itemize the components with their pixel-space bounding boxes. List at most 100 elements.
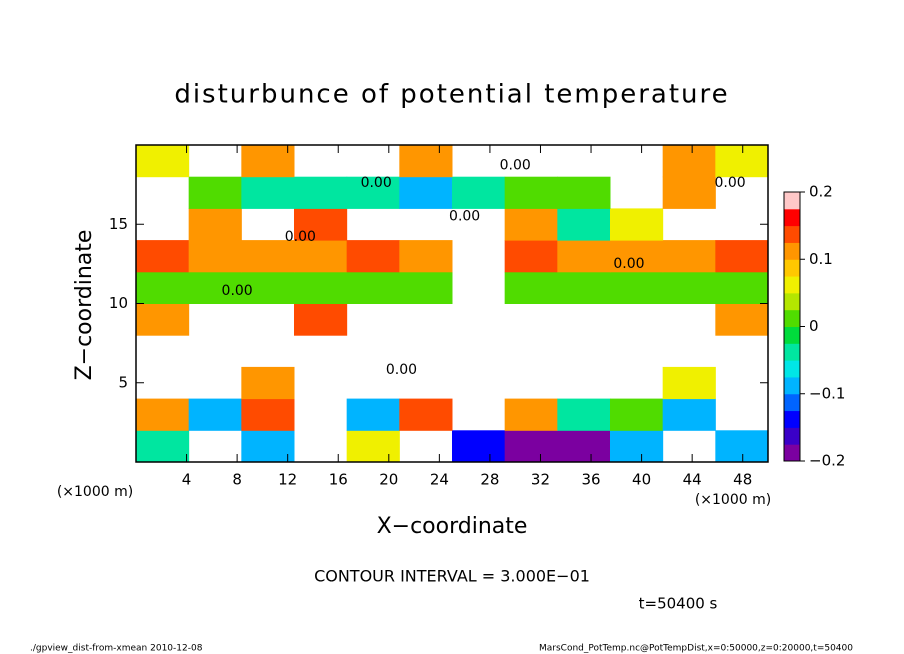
x-axis-label: X−coordinate [377, 514, 528, 539]
heat-cell [557, 208, 611, 241]
heat-cell [452, 430, 506, 463]
heat-cell [662, 398, 716, 431]
colorbar-tick-label: −0.1 [809, 384, 845, 402]
contour-label: 0.00 [449, 208, 480, 224]
contour-label: 0.00 [386, 362, 417, 378]
x-tick-label: 8 [232, 471, 242, 489]
colorbar-segment [784, 444, 800, 462]
x-tick-label: 40 [632, 471, 651, 489]
colorbar-tick-label: 0.2 [809, 183, 833, 201]
heat-cell [136, 430, 190, 463]
heat-cell [399, 145, 453, 178]
heat-cell [294, 303, 348, 336]
x-tick-label: 36 [581, 471, 600, 489]
heat-cell [399, 271, 453, 304]
colorbar-segment [784, 360, 800, 378]
contour-interval: CONTOUR INTERVAL = 3.000E−01 [314, 567, 590, 586]
colorbar-segment [784, 225, 800, 243]
heat-cell [610, 398, 664, 431]
contour-label: 0.00 [285, 229, 316, 245]
heat-cell [241, 240, 295, 273]
heat-cell [188, 208, 242, 241]
heat-cell [346, 398, 400, 431]
heat-cell [294, 208, 348, 241]
heat-cell [294, 271, 348, 304]
heat-cell [662, 176, 716, 209]
footer-left: ./gpview_dist-from-xmean 2010-12-08 [30, 644, 203, 654]
heat-cell [610, 271, 664, 304]
heat-cell [662, 240, 716, 273]
colorbar-tick-label: −0.2 [809, 452, 845, 470]
heat-cell [662, 271, 716, 304]
contour-label: 0.00 [714, 175, 745, 191]
heat-cell [136, 271, 190, 304]
heat-cell [610, 430, 664, 463]
footer-right: MarsCond_PotTemp.nc@PotTempDist,x=0:5000… [539, 644, 853, 654]
heat-cell [136, 398, 190, 431]
colorbar-tick-label: 0.1 [809, 250, 833, 268]
heat-cell [188, 271, 242, 304]
heat-cell [136, 240, 190, 273]
heat-cell [504, 176, 558, 209]
heat-cell [241, 271, 295, 304]
heat-cell [557, 271, 611, 304]
colorbar-segment [784, 192, 800, 210]
heat-cell [452, 176, 506, 209]
colorbar-segment [784, 309, 800, 327]
colorbar-segment [784, 343, 800, 361]
colorbar-segment [784, 259, 800, 277]
contour-label: 0.00 [361, 175, 392, 191]
x-tick-label: 4 [182, 471, 192, 489]
x-tick-label: 32 [531, 471, 550, 489]
heat-cell [662, 366, 716, 400]
heat-cell [188, 398, 242, 431]
heat-cell [188, 240, 242, 273]
heat-cell [136, 145, 190, 178]
x-tick-label: 12 [278, 471, 297, 489]
y-tick-label: 10 [109, 294, 128, 312]
heat-cell [241, 366, 295, 400]
heat-cell [715, 240, 769, 273]
heat-cell [294, 176, 348, 209]
colorbar-segment [784, 276, 800, 294]
heat-cell [557, 430, 611, 463]
chart-title: disturbunce of potential temperature [174, 80, 729, 110]
heat-cell [241, 145, 295, 178]
colorbar-segment [784, 292, 800, 311]
heat-cell [715, 303, 769, 336]
contour-label: 0.00 [500, 158, 531, 174]
heat-cell [346, 176, 400, 209]
heat-cell [662, 145, 716, 178]
heat-cell [399, 176, 453, 209]
heat-cell [294, 240, 348, 273]
x-tick-label: 48 [733, 471, 752, 489]
colorbar-segment [784, 208, 800, 227]
colorbar-segment [784, 376, 800, 395]
colorbar-segment [784, 242, 800, 260]
x-tick-label: 24 [430, 471, 449, 489]
x-tick-label: 44 [683, 471, 702, 489]
heat-cell [504, 208, 558, 241]
heat-cell [241, 176, 295, 209]
heat-cell [241, 398, 295, 431]
heat-cell [399, 398, 453, 431]
heat-cell [557, 240, 611, 273]
colorbar-segment [784, 326, 800, 344]
colorbar-tick-label: 0 [809, 317, 819, 335]
colorbar-segment [784, 410, 800, 428]
heat-cell [188, 176, 242, 209]
y-unit: (×1000 m) [57, 484, 133, 500]
heat-cell [715, 145, 769, 178]
heat-cell [504, 271, 558, 304]
y-tick-label: 5 [118, 373, 128, 391]
heat-cell [504, 240, 558, 273]
heat-cell [241, 430, 295, 463]
time-label: t=50400 s [639, 595, 718, 613]
heat-cell [610, 240, 664, 273]
heat-cell [399, 240, 453, 273]
heat-cell [346, 240, 400, 273]
y-tick-label: 15 [109, 215, 128, 233]
x-tick-label: 28 [480, 471, 499, 489]
heat-cell [610, 208, 664, 241]
